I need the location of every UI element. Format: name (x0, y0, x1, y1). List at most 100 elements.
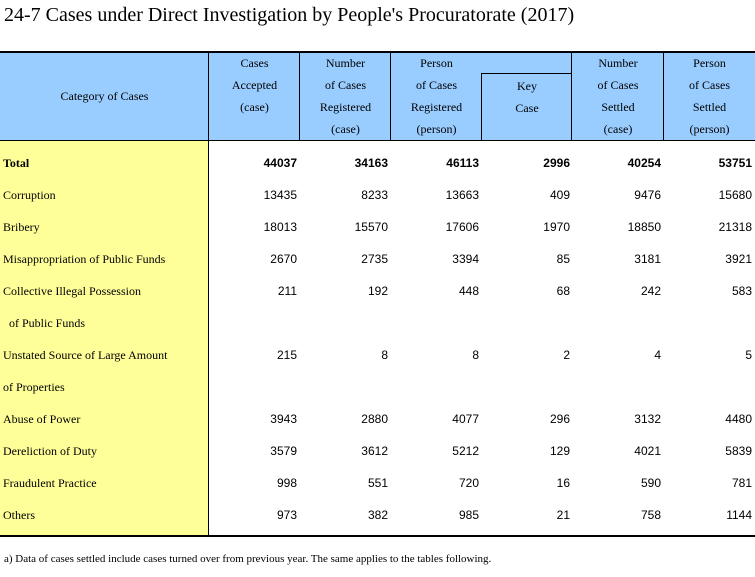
category-divider (208, 51, 209, 536)
cell-value: 40254 (627, 156, 661, 170)
header-subrule (481, 73, 572, 74)
row-label: Corruption (3, 188, 56, 202)
cell-value: 1970 (543, 220, 570, 234)
cell-value: 3132 (634, 412, 661, 426)
row-label: Collective Illegal Possession (3, 284, 141, 298)
cell-value: 3612 (361, 444, 388, 458)
cell-value: 973 (276, 508, 297, 522)
table-row: Total 44037 34163 46113 2996 40254 53751 (0, 147, 755, 179)
category-header: Category of Cases (60, 88, 149, 103)
cell-value: 68 (556, 284, 570, 298)
cell-value: 16 (556, 476, 570, 490)
cell-value: 409 (549, 188, 570, 202)
row-label: Others (3, 508, 35, 522)
col-header-persons-registered: Person of Cases Registered (person) (410, 56, 463, 136)
cell-value: 583 (731, 284, 752, 298)
table-row: Fraudulent Practice 998 551 720 16 590 7… (0, 467, 755, 499)
bottom-rule (0, 535, 755, 537)
table-row: Others 973 382 985 21 758 1144 (0, 499, 755, 531)
cell-value: 3579 (270, 444, 297, 458)
cell-value: 17606 (445, 220, 479, 234)
cell-value: 3943 (270, 412, 297, 426)
row-label: of Properties (3, 380, 65, 394)
col-header-persons-settled: Person of Cases Settled (person) (689, 56, 730, 136)
cell-value: 5839 (725, 444, 752, 458)
header-divider (663, 51, 664, 141)
table-title: 24-7 Cases under Direct Investigation by… (4, 4, 575, 26)
row-label: Abuse of Power (3, 412, 81, 426)
cell-value: 2 (563, 348, 570, 362)
cell-value: 4480 (725, 412, 752, 426)
data-table: Category of Cases Cases Accepted (case) Nu… (0, 51, 755, 537)
table-row: Unstated Source of Large Amount 215 8 8 … (0, 339, 755, 371)
footnote: a) Data of cases settled include cases t… (4, 553, 492, 565)
cell-value: 3394 (452, 252, 479, 266)
table-row: Corruption 13435 8233 13663 409 9476 156… (0, 179, 755, 211)
table-row: Dereliction of Duty 3579 3612 5212 129 4… (0, 435, 755, 467)
table-row: Abuse of Power 3943 2880 4077 296 3132 4… (0, 403, 755, 435)
row-label: Misappropriation of Public Funds (3, 252, 166, 266)
cell-value: 448 (458, 284, 479, 298)
cell-value: 13663 (445, 188, 479, 202)
table-row: Collective Illegal Possession 211 192 44… (0, 275, 755, 307)
cell-value: 2670 (270, 252, 297, 266)
header-rule (0, 140, 755, 141)
cell-value: 18013 (263, 220, 297, 234)
cell-value: 242 (640, 284, 661, 298)
cell-value: 53751 (718, 156, 752, 170)
cell-value: 1144 (726, 508, 752, 522)
cell-value: 720 (458, 476, 479, 490)
row-label: Bribery (3, 220, 40, 234)
header-divider (390, 51, 391, 141)
cell-value: 296 (549, 412, 570, 426)
cell-value: 8 (472, 348, 479, 362)
cell-value: 192 (367, 284, 388, 298)
cell-value: 3921 (725, 252, 752, 266)
header-divider (571, 51, 572, 141)
col-header-cases-settled: Number of Cases Settled (case) (597, 56, 639, 136)
row-label: of Public Funds (3, 316, 86, 330)
cell-value: 4021 (634, 444, 661, 458)
cell-value: 985 (458, 508, 479, 522)
table-row: Misappropriation of Public Funds 2670 27… (0, 243, 755, 275)
cell-value: 998 (276, 476, 297, 490)
top-rule (0, 51, 755, 53)
cell-value: 18850 (627, 220, 661, 234)
cell-value: 13435 (263, 188, 297, 202)
header-divider (481, 73, 482, 141)
cell-value: 8 (381, 348, 388, 362)
cell-value: 2996 (543, 156, 570, 170)
cell-value: 5212 (452, 444, 479, 458)
table-row: of Properties (0, 371, 755, 403)
cell-value: 4 (654, 348, 661, 362)
cell-value: 4077 (452, 412, 479, 426)
cell-value: 5 (745, 348, 752, 362)
cell-value: 781 (731, 476, 752, 490)
cell-value: 129 (549, 444, 570, 458)
col-header-key-case: Key Case (515, 79, 539, 115)
col-header-cases-registered: Number of Cases Registered (case) (319, 56, 372, 136)
table-row: Bribery 18013 15570 17606 1970 18850 213… (0, 211, 755, 243)
cell-value: 21 (556, 508, 570, 522)
cell-value: 551 (367, 476, 388, 490)
cell-value: 211 (277, 284, 297, 298)
table-row: of Public Funds (0, 307, 755, 339)
row-label: Dereliction of Duty (3, 444, 97, 458)
cell-value: 46113 (446, 156, 479, 170)
cell-value: 8233 (361, 188, 388, 202)
header-divider (299, 51, 300, 141)
cell-value: 3181 (634, 252, 661, 266)
category-column-background (0, 141, 209, 536)
row-label: Fraudulent Practice (3, 476, 97, 490)
cell-value: 2735 (361, 252, 388, 266)
cell-value: 85 (556, 252, 570, 266)
cell-value: 34163 (354, 156, 388, 170)
cell-value: 21318 (718, 220, 752, 234)
cell-value: 215 (276, 348, 297, 362)
cell-value: 15570 (354, 220, 388, 234)
cell-value: 590 (640, 476, 661, 490)
row-label: Total (3, 156, 30, 170)
cell-value: 15680 (718, 188, 752, 202)
cell-value: 758 (640, 508, 661, 522)
cell-value: 9476 (634, 188, 661, 202)
